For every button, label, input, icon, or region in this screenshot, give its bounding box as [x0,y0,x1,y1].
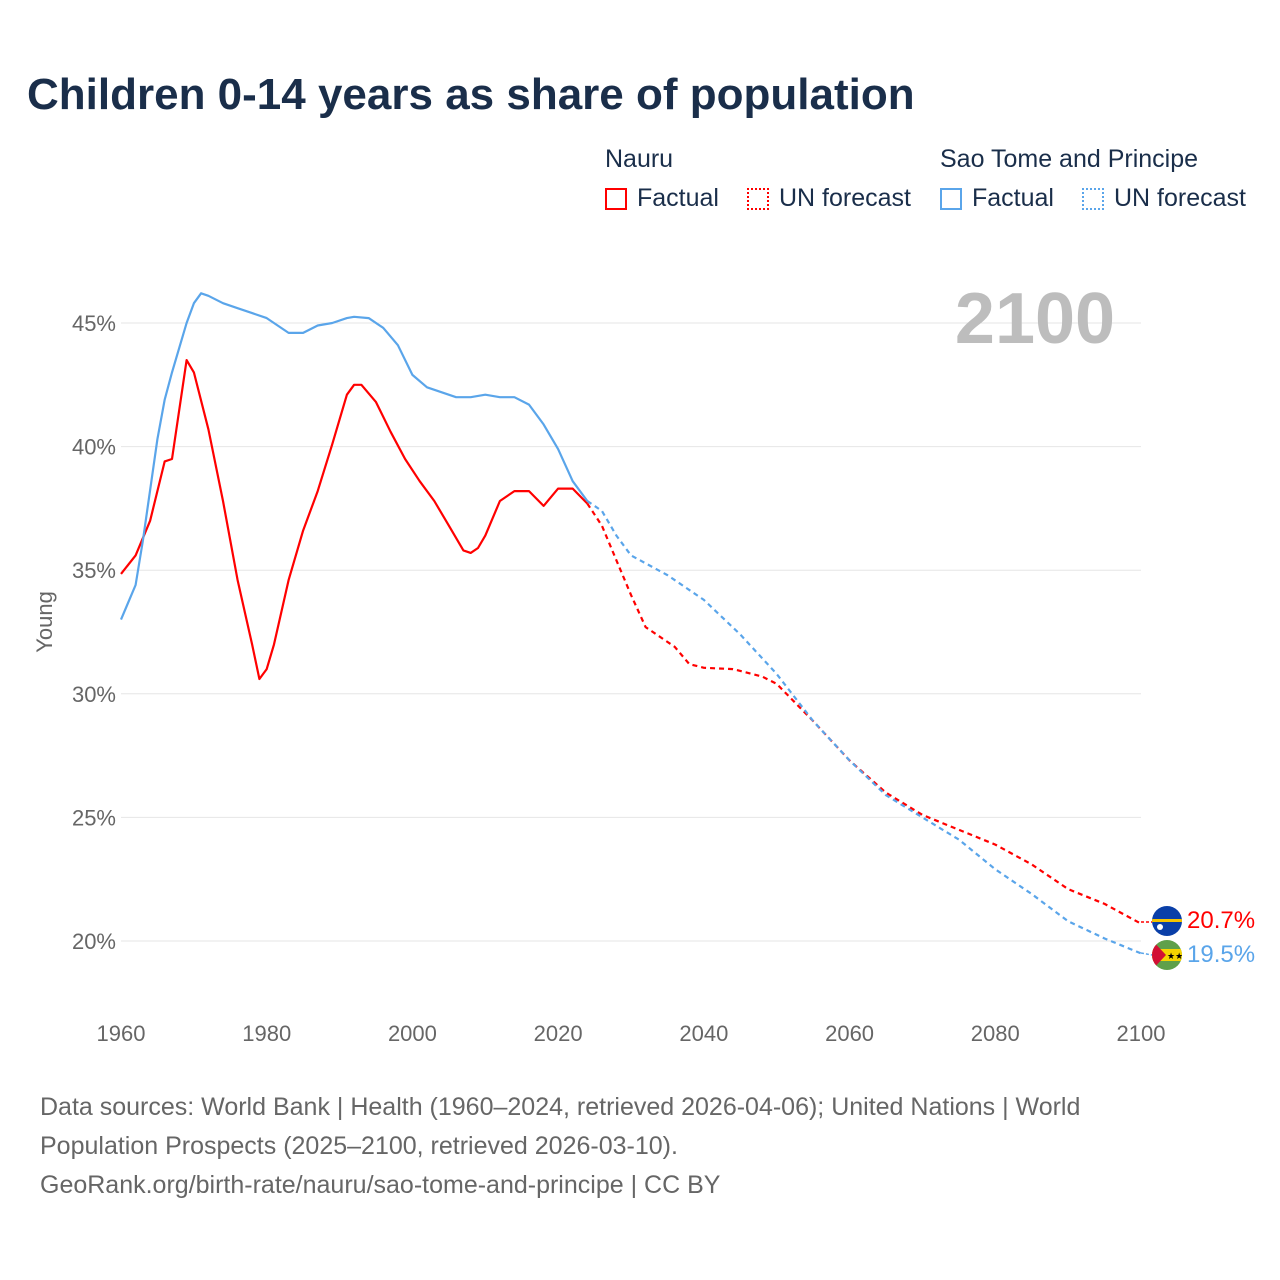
series-line-nauru-factual [120,359,589,681]
chart-title: Children 0-14 years as share of populati… [27,70,915,119]
stp-end-connector [1140,952,1153,956]
legend-label-factual[interactable]: Factual [972,184,1054,212]
x-tick-label: 2060 [825,1021,874,1046]
chart-plot: 20% 25% 30% 35% 40% 45% 1960 1980 2000 2020 2040 20… [32,279,1255,1046]
series-line-sao-tome-and-principe-un-forecast [586,500,1142,955]
footer-line: Population Prospects (2025–2100, retriev… [40,1132,678,1160]
x-tick-label: 1980 [242,1021,291,1046]
y-tick-label: 30% [72,682,116,707]
legend-stp: Sao Tome and Principe Factual UN forecas… [940,145,1246,213]
legend-group-name: Sao Tome and Principe [940,145,1199,173]
legend-label-factual[interactable]: Factual [637,184,719,212]
legend-swatch-forecast [746,187,769,210]
legend-nauru: Nauru Factual UN forecast [605,145,911,213]
x-tick-label: 2100 [1117,1021,1166,1046]
x-tick-label: 2040 [679,1021,728,1046]
legend-group-name: Nauru [605,145,674,173]
legend-swatch-factual [940,187,962,210]
y-tick-label: 25% [72,805,116,830]
stp-flag-icon: ★★ [1152,940,1183,970]
nauru-end-value: 20.7% [1187,907,1255,934]
legend-label-forecast[interactable]: UN forecast [778,184,911,212]
footer-sources: Data sources: World Bank | Health (1960–… [40,1088,1220,1205]
x-tick-label: 1960 [97,1021,146,1046]
y-axis-label: Young [32,591,57,653]
x-tick-label: 2000 [388,1021,437,1046]
legend-label-forecast[interactable]: UN forecast [1113,184,1246,212]
legend-swatch-factual [605,187,627,210]
y-tick-label: 45% [72,311,116,336]
series-line-sao-tome-and-principe-factual [119,292,589,621]
footer-link[interactable]: GeoRank.org/birth-rate/nauru/sao-tome-an… [40,1171,721,1199]
year-overlay: 2100 [955,279,1115,359]
stp-end-value: 19.5% [1187,941,1255,968]
nauru-flag-icon [1152,906,1182,936]
y-tick-label: 20% [72,929,116,954]
legend-swatch-forecast [1081,187,1104,210]
footer-line: Data sources: World Bank | Health (1960–… [40,1093,1081,1121]
y-tick-label: 40% [72,435,116,460]
svg-text:★★: ★★ [1167,951,1183,961]
y-tick-label: 35% [72,558,116,583]
x-tick-label: 2020 [534,1021,583,1046]
x-tick-label: 2080 [971,1021,1020,1046]
series-line-nauru-un-forecast [586,502,1142,925]
